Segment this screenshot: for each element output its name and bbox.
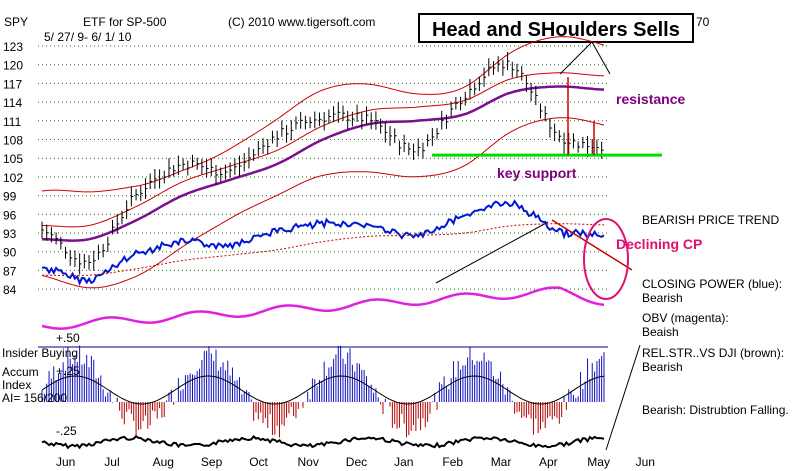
y-tick-label: 87 bbox=[3, 264, 17, 278]
y-tick-label: 114 bbox=[3, 96, 22, 110]
x-tick-label: Aug bbox=[153, 455, 174, 469]
y-tick-label: 117 bbox=[3, 77, 22, 91]
x-tick-label: Jun bbox=[56, 455, 75, 469]
x-tick-label: Jul bbox=[104, 455, 119, 469]
cp-downtrend-line bbox=[551, 219, 633, 271]
x-tick-label: Mar bbox=[491, 455, 512, 469]
accum-label-2: Index bbox=[2, 378, 31, 392]
y-tick-label: 84 bbox=[3, 283, 17, 297]
upper-band-line bbox=[41, 36, 605, 193]
x-tick-label: Feb bbox=[442, 455, 463, 469]
declining-cp-label: Declining CP bbox=[616, 236, 702, 252]
y-tick-label: 111 bbox=[3, 115, 22, 129]
x-tick-label: May bbox=[587, 455, 610, 469]
insider-buying-label: Insider Buying bbox=[2, 346, 78, 360]
x-tick-label: Dec bbox=[346, 455, 367, 469]
y-tick-label: 102 bbox=[3, 171, 23, 185]
resistance-label: resistance bbox=[616, 91, 685, 107]
accum-lower-tick: -.25 bbox=[56, 424, 77, 438]
rs-label: REL.STR..VS DJI (brown): bbox=[642, 346, 784, 360]
head-marker bbox=[559, 41, 611, 75]
obv-status: Beaish bbox=[642, 325, 679, 339]
x-tick-label: Jun bbox=[636, 455, 655, 469]
cp-uptrend-line bbox=[435, 221, 549, 284]
x-tick-label: Sep bbox=[201, 455, 223, 469]
closing-power-ma-line bbox=[42, 223, 604, 277]
corner-number: 70 bbox=[696, 15, 710, 29]
rs-status: Bearish bbox=[642, 360, 683, 374]
copyright-label: (C) 2010 www.tigersoft.com bbox=[228, 15, 375, 29]
accum-upper-tick: +.50 bbox=[56, 331, 80, 345]
accum-ma-line bbox=[41, 375, 605, 405]
inner-band-line bbox=[42, 72, 605, 228]
obv-line bbox=[41, 286, 605, 330]
y-tick-label: 108 bbox=[3, 134, 23, 148]
rs-pointer-line bbox=[605, 344, 641, 451]
cp-label: CLOSING POWER (blue): bbox=[642, 277, 782, 291]
y-tick-label: 90 bbox=[3, 246, 17, 260]
bearish-trend-label: BEARISH PRICE TREND bbox=[642, 213, 779, 227]
subtitle-label: ETF for SP-500 bbox=[83, 15, 167, 29]
x-tick-label: Jan bbox=[394, 455, 413, 469]
x-tick-label: Oct bbox=[249, 455, 268, 469]
closing-power-line bbox=[41, 199, 605, 286]
chart-title: Head and SHoulders Sells bbox=[432, 19, 680, 41]
date-range-label: 5/ 27/ 9- 6/ 1/ 10 bbox=[44, 30, 132, 44]
x-tick-label: Apr bbox=[539, 455, 558, 469]
declining-cp-circle bbox=[583, 218, 629, 300]
ticker-label: SPY bbox=[4, 15, 28, 29]
y-tick-label: 120 bbox=[3, 59, 23, 73]
accum-mid-tick: +.25 bbox=[56, 364, 80, 378]
lower-band-line bbox=[41, 117, 605, 289]
y-tick-label: 99 bbox=[3, 190, 17, 204]
support-label: key support bbox=[497, 165, 577, 181]
accum-label-3: AI= 156/200 bbox=[2, 391, 67, 405]
accum-label-1: Accum bbox=[2, 365, 39, 379]
distribution-label: Bearish: Distrubtion Falling. bbox=[642, 403, 789, 417]
obv-label: OBV (magenta): bbox=[642, 311, 729, 325]
y-tick-label: 93 bbox=[3, 227, 17, 241]
x-tick-label: Nov bbox=[298, 455, 319, 469]
y-tick-label: 105 bbox=[3, 152, 23, 166]
rel-strength-line bbox=[41, 434, 605, 450]
y-tick-label: 123 bbox=[3, 40, 23, 54]
cp-status: Bearish bbox=[642, 291, 683, 305]
moving-average-line bbox=[41, 85, 605, 242]
y-tick-label: 96 bbox=[3, 208, 17, 222]
